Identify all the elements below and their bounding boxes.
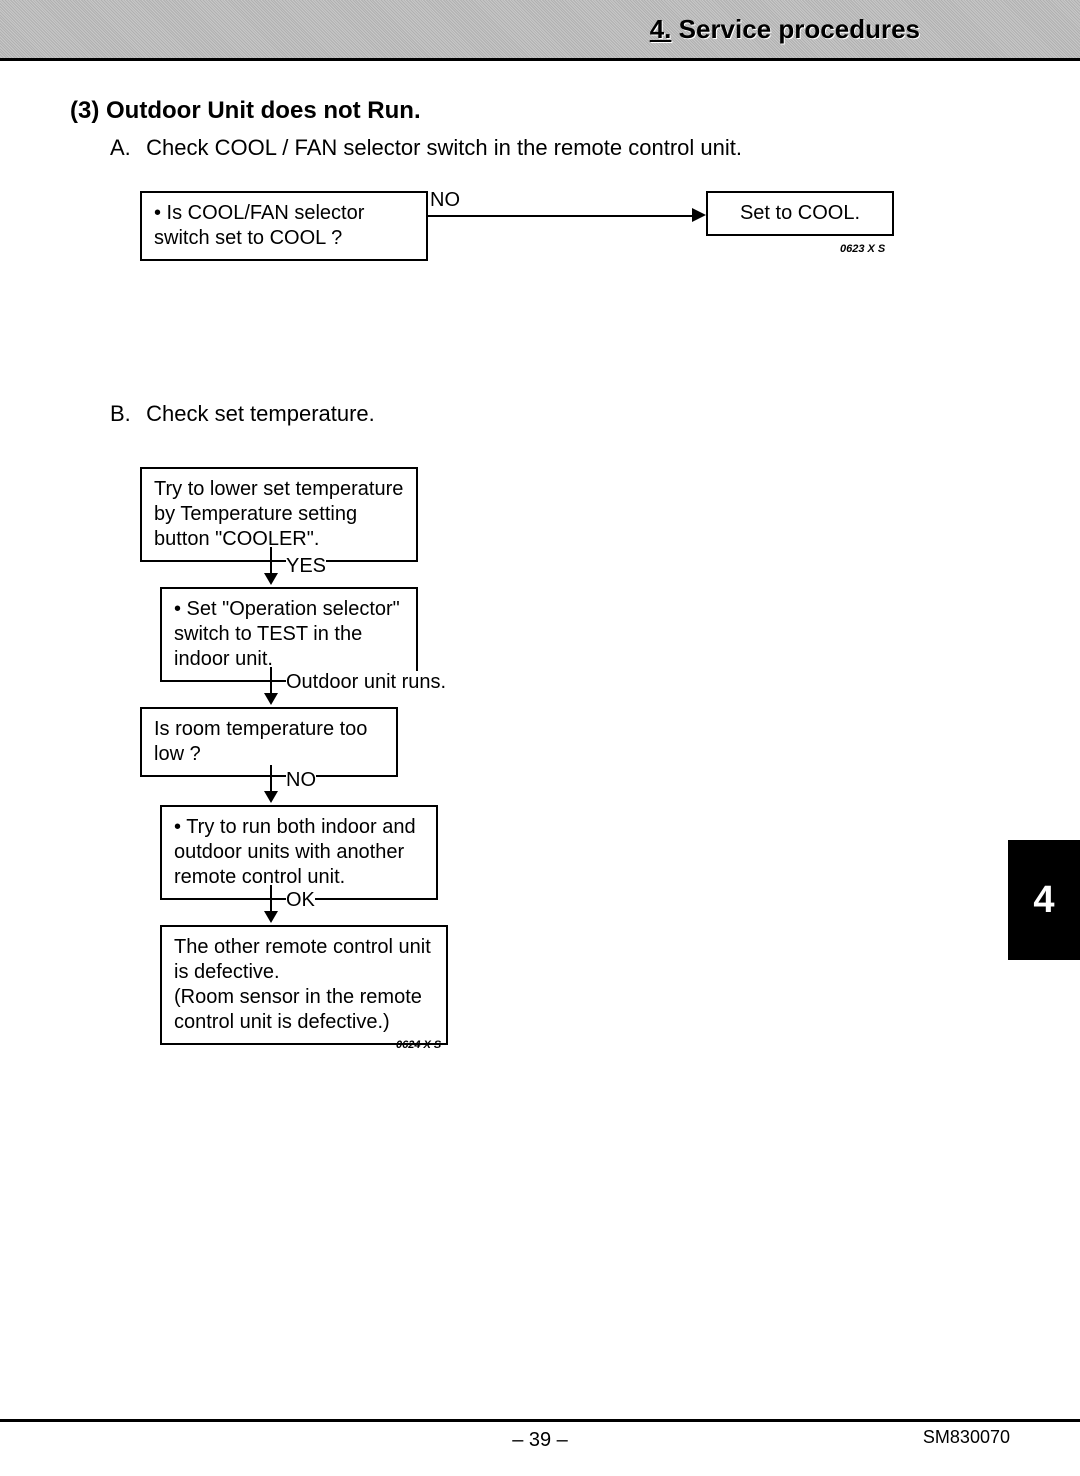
document-code: SM830070 xyxy=(923,1427,1010,1448)
flow-b-line4 xyxy=(270,885,272,913)
flow-b-edge1: YES xyxy=(286,555,326,578)
flow-b-line3 xyxy=(270,765,272,793)
flow-b-node2: • Set "Operation selector" switch to TES… xyxy=(160,587,418,682)
step-b-letter: B. xyxy=(110,401,140,427)
flow-b-edge4: OK xyxy=(286,889,315,912)
arrow-down-icon xyxy=(264,791,278,803)
page-content: (3) Outdoor Unit does not Run. A. Check … xyxy=(0,61,1080,1147)
header-band: 4. Service procedures xyxy=(0,0,1080,61)
flow-a-fig-code: 0623 X S xyxy=(840,243,885,255)
step-a-letter: A. xyxy=(110,135,140,161)
flowchart-a: • Is COOL/FAN selector switch set to COO… xyxy=(140,191,1010,331)
step-b-heading: B. Check set temperature. xyxy=(110,401,1010,427)
step-a-heading: A. Check COOL / FAN selector switch in t… xyxy=(110,135,1010,161)
flow-a-edge-label: NO xyxy=(430,189,460,212)
step-a-text: Check COOL / FAN selector switch in the … xyxy=(146,135,742,160)
flow-b-fig-code: 0624 X S xyxy=(396,1039,441,1051)
flow-b-node3: Is room temperature too low ? xyxy=(140,707,398,777)
arrow-down-icon xyxy=(264,693,278,705)
flow-a-box2: Set to COOL. xyxy=(706,191,894,236)
step-b-text: Check set temperature. xyxy=(146,401,375,426)
flow-b-edge2: Outdoor unit runs. xyxy=(286,671,446,694)
page-number: – 39 – xyxy=(512,1429,568,1452)
footer-rule xyxy=(0,1419,1080,1422)
chapter-heading: 4. Service procedures xyxy=(650,14,920,45)
flow-a-edge-line xyxy=(426,215,694,217)
flow-b-line2 xyxy=(270,667,272,695)
flow-b-node4: • Try to run both indoor and outdoor uni… xyxy=(160,805,438,900)
arrow-down-icon xyxy=(264,573,278,585)
chapter-thumb-tab: 4 xyxy=(1008,840,1080,960)
flowchart-b: Try to lower set temperature by Temperat… xyxy=(140,467,1010,1147)
section-number: (3) xyxy=(70,97,99,124)
arrow-down-icon xyxy=(264,911,278,923)
flow-b-line1 xyxy=(270,547,272,575)
flow-b-node1: Try to lower set temperature by Temperat… xyxy=(140,467,418,562)
arrow-right-icon xyxy=(692,208,706,222)
section-heading: (3) Outdoor Unit does not Run. xyxy=(70,97,1010,125)
flow-b-node5: The other remote control unit is defecti… xyxy=(160,925,448,1045)
flow-a-box1: • Is COOL/FAN selector switch set to COO… xyxy=(140,191,428,261)
flow-b-edge3: NO xyxy=(286,769,316,792)
chapter-title: Service procedures xyxy=(679,14,920,44)
section-title: Outdoor Unit does not Run. xyxy=(106,97,421,124)
chapter-thumb-number: 4 xyxy=(1033,879,1054,922)
chapter-number: 4. xyxy=(650,14,672,44)
